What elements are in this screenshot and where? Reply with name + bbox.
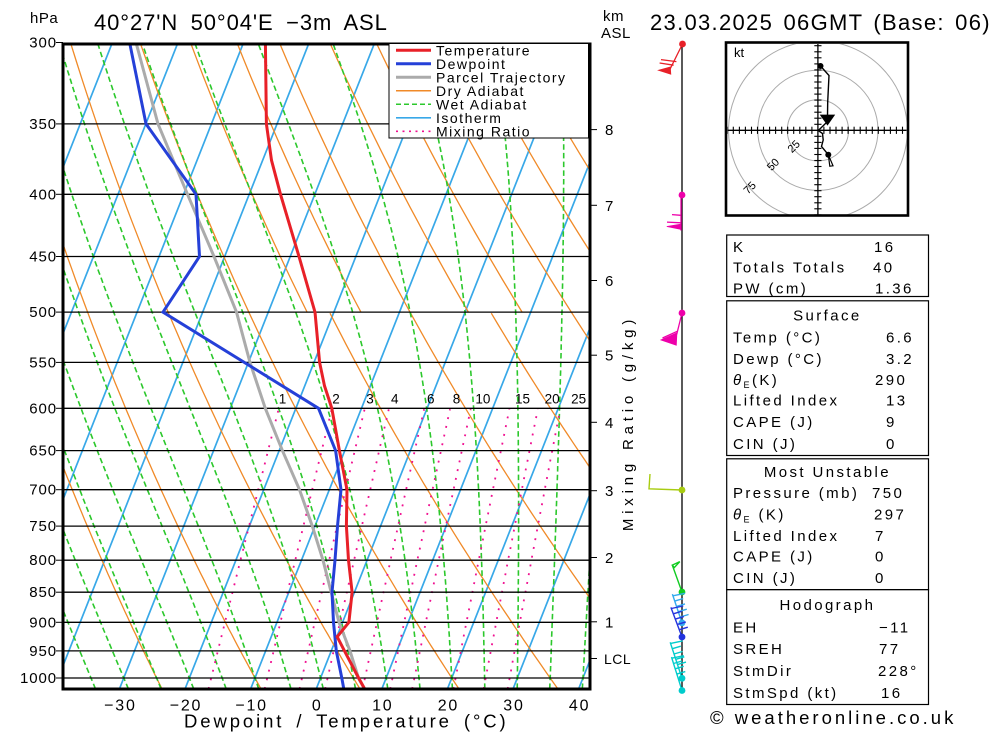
svg-text:−30: −30 <box>104 698 137 715</box>
svg-text:650: 650 <box>29 443 57 460</box>
svg-text:850: 850 <box>29 584 57 601</box>
svg-text:30: 30 <box>503 698 524 715</box>
svg-text:Isotherm: Isotherm <box>436 110 502 126</box>
svg-text:400: 400 <box>29 186 57 203</box>
svg-text:7: 7 <box>605 198 613 215</box>
svg-text:40: 40 <box>873 260 895 277</box>
svg-text:kt: kt <box>734 45 745 60</box>
svg-text:16: 16 <box>881 685 903 702</box>
svg-text:Dewpoint: Dewpoint <box>436 56 506 72</box>
svg-text:20: 20 <box>438 698 459 715</box>
svg-text:10: 10 <box>372 698 393 715</box>
svg-text:700: 700 <box>29 482 57 499</box>
svg-text:800: 800 <box>29 552 57 569</box>
svg-text:SREH: SREH <box>733 641 784 658</box>
svg-text:Most Unstable: Most Unstable <box>764 464 891 481</box>
svg-text:θE (K): θE (K) <box>733 507 786 525</box>
svg-text:Totals Totals: Totals Totals <box>733 260 846 277</box>
svg-text:Pressure (mb): Pressure (mb) <box>733 485 859 502</box>
svg-text:40°27'N 50°04'E −3m ASL: 40°27'N 50°04'E −3m ASL <box>94 10 388 35</box>
svg-text:1: 1 <box>605 614 613 631</box>
svg-text:Dewpoint / Temperature (°C): Dewpoint / Temperature (°C) <box>184 711 509 732</box>
svg-text:−11: −11 <box>879 620 911 637</box>
svg-text:13: 13 <box>886 393 908 410</box>
svg-text:290: 290 <box>875 372 907 389</box>
svg-text:4: 4 <box>605 415 613 432</box>
svg-text:950: 950 <box>29 643 57 660</box>
svg-text:km: km <box>603 8 624 25</box>
svg-text:16: 16 <box>874 239 896 256</box>
svg-text:StmDir: StmDir <box>733 663 793 680</box>
svg-text:550: 550 <box>29 354 57 371</box>
svg-text:PW (cm): PW (cm) <box>733 280 808 297</box>
svg-text:StmSpd (kt): StmSpd (kt) <box>733 685 839 702</box>
svg-text:750: 750 <box>29 518 57 535</box>
svg-text:500: 500 <box>29 304 57 321</box>
svg-text:CIN (J): CIN (J) <box>733 436 797 453</box>
svg-text:7: 7 <box>875 528 886 545</box>
svg-text:1.36: 1.36 <box>875 280 914 297</box>
svg-text:CAPE (J): CAPE (J) <box>733 549 815 566</box>
svg-text:CIN (J): CIN (J) <box>733 570 797 587</box>
svg-text:EH: EH <box>733 620 759 637</box>
svg-text:3: 3 <box>366 392 374 407</box>
svg-text:8: 8 <box>605 122 613 139</box>
svg-text:25: 25 <box>571 392 586 407</box>
svg-text:Surface: Surface <box>793 307 862 324</box>
svg-text:1000: 1000 <box>20 670 57 687</box>
svg-text:© weatheronline.co.uk: © weatheronline.co.uk <box>710 707 956 728</box>
svg-text:350: 350 <box>29 116 57 133</box>
svg-text:6.6: 6.6 <box>886 330 914 347</box>
svg-text:10: 10 <box>475 392 490 407</box>
svg-text:Lifted Index: Lifted Index <box>733 393 839 410</box>
svg-text:23.03.2025 06GMT (Base: 06): 23.03.2025 06GMT (Base: 06) <box>650 10 991 35</box>
svg-text:450: 450 <box>29 249 57 266</box>
svg-text:900: 900 <box>29 614 57 631</box>
svg-text:5: 5 <box>605 348 613 365</box>
svg-text:Parcel Trajectory: Parcel Trajectory <box>436 69 567 85</box>
svg-text:600: 600 <box>29 400 57 417</box>
svg-text:228°: 228° <box>878 663 919 680</box>
svg-text:LCL: LCL <box>604 651 631 667</box>
svg-text:6: 6 <box>427 392 435 407</box>
svg-text:Mixing Ratio: Mixing Ratio <box>436 123 531 139</box>
svg-text:20: 20 <box>545 392 560 407</box>
svg-text:CAPE (J): CAPE (J) <box>733 414 815 431</box>
svg-text:θE(K): θE(K) <box>733 372 779 390</box>
svg-text:15: 15 <box>515 392 530 407</box>
svg-text:300: 300 <box>29 35 57 52</box>
svg-text:Temperature: Temperature <box>436 42 531 58</box>
svg-text:Dewp (°C): Dewp (°C) <box>733 351 824 368</box>
svg-text:9: 9 <box>886 414 897 431</box>
svg-text:0: 0 <box>875 570 886 587</box>
svg-text:40: 40 <box>569 698 590 715</box>
svg-text:Lifted Index: Lifted Index <box>733 528 839 545</box>
svg-text:6: 6 <box>605 273 613 290</box>
svg-text:Hodograph: Hodograph <box>779 597 875 614</box>
svg-text:ASL: ASL <box>601 25 631 42</box>
svg-text:77: 77 <box>879 641 901 658</box>
svg-text:8: 8 <box>453 392 461 407</box>
svg-text:1: 1 <box>279 392 287 407</box>
svg-text:hPa: hPa <box>30 10 58 27</box>
svg-text:−10: −10 <box>235 698 268 715</box>
svg-text:297: 297 <box>874 507 906 524</box>
svg-text:4: 4 <box>391 392 399 407</box>
svg-text:K: K <box>733 239 745 256</box>
svg-text:Mixing Ratio (g/kg): Mixing Ratio (g/kg) <box>620 315 637 531</box>
svg-text:2: 2 <box>605 550 613 567</box>
svg-text:−20: −20 <box>170 698 203 715</box>
svg-text:Temp (°C): Temp (°C) <box>733 330 822 347</box>
svg-text:750: 750 <box>872 485 904 502</box>
svg-text:2: 2 <box>332 392 340 407</box>
svg-text:0: 0 <box>312 698 323 715</box>
svg-text:Wet Adiabat: Wet Adiabat <box>436 96 528 112</box>
svg-text:0: 0 <box>886 436 897 453</box>
svg-text:3: 3 <box>605 483 613 500</box>
svg-text:Dry Adiabat: Dry Adiabat <box>436 83 525 99</box>
svg-text:0: 0 <box>875 549 886 566</box>
svg-text:3.2: 3.2 <box>886 351 914 368</box>
